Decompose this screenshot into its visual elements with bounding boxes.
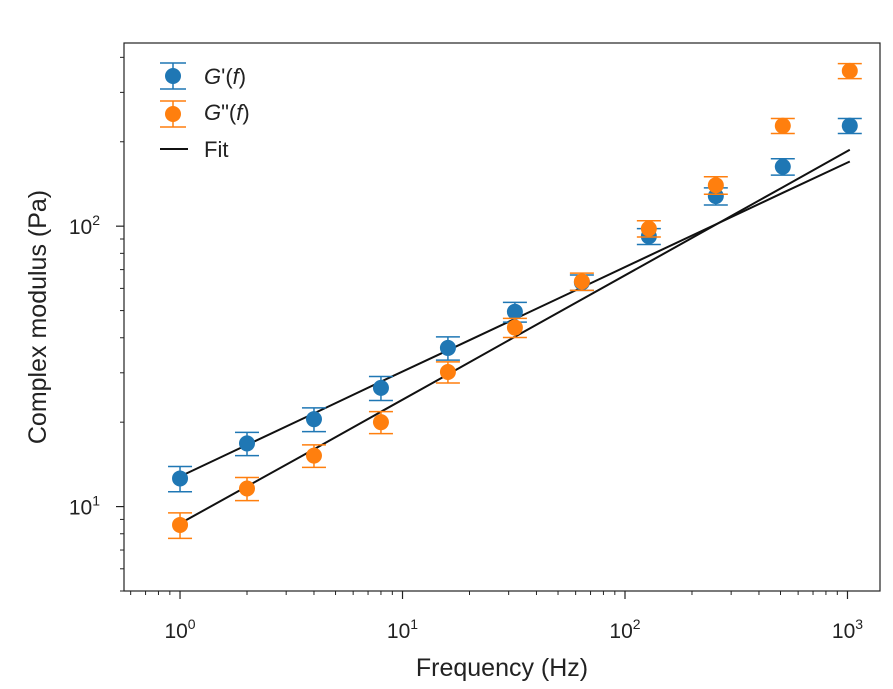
legend-marker-g-prime [165, 68, 181, 84]
data-point-g-prime [435, 336, 460, 361]
marker-g-double-prime [707, 177, 724, 194]
marker-g-double-prime [640, 220, 657, 237]
y-tick-label: 101 [69, 493, 100, 520]
data-point-g-prime [168, 465, 193, 493]
data-point-g-double-prime [368, 410, 393, 435]
plot-frame [123, 42, 881, 592]
data-point-g-prime [301, 407, 326, 433]
data-point-g-prime [235, 431, 260, 457]
legend-marker-g-double-prime [165, 106, 181, 122]
data-point-g-double-prime [168, 512, 193, 540]
data-point-g-double-prime [435, 361, 460, 384]
axis-ticks: 100 101 102 103 101 102 [69, 56, 863, 643]
marker-g-double-prime [841, 62, 858, 79]
data-point-g-double-prime [301, 444, 326, 469]
data-point-g-double-prime [770, 117, 795, 135]
y-tick-label: 102 [69, 212, 100, 239]
data-point-g-prime [368, 375, 393, 402]
legend-item-fit: Fit [160, 137, 228, 162]
marker-g-prime [774, 158, 791, 175]
marker-g-prime [172, 470, 189, 487]
data-point-g-double-prime [502, 317, 527, 339]
data-point-g-double-prime [703, 176, 728, 195]
legend-label-g-prime: G'(f) [204, 64, 246, 89]
marker-g-prime [372, 379, 389, 396]
x-tick-label: 102 [609, 616, 640, 643]
legend-label-fit: Fit [204, 137, 228, 162]
y-axis-label: Complex modulus (Pa) [24, 190, 52, 444]
marker-g-prime [506, 303, 523, 320]
legend-item-g-prime: G'(f) [160, 62, 246, 90]
marker-g-prime [439, 339, 456, 356]
marker-g-double-prime [439, 363, 456, 380]
data-point-g-prime [837, 117, 862, 135]
marker-g-double-prime [239, 480, 256, 497]
data-points [168, 62, 862, 540]
marker-g-prime [841, 117, 858, 134]
marker-g-prime [305, 411, 322, 428]
data-point-g-double-prime [636, 220, 661, 238]
legend-label-g-double-prime: G"(f) [204, 100, 250, 125]
x-tick-label: 101 [387, 616, 418, 643]
data-point-g-double-prime [837, 62, 862, 80]
data-point-g-double-prime [569, 272, 594, 292]
marker-g-double-prime [305, 447, 322, 464]
marker-g-double-prime [573, 273, 590, 290]
x-tick-label: 100 [164, 616, 195, 643]
legend-item-g-double-prime: G"(f) [160, 100, 250, 128]
marker-g-double-prime [372, 414, 389, 431]
data-point-g-double-prime [235, 476, 260, 502]
marker-g-double-prime [172, 516, 189, 533]
marker-g-prime [239, 435, 256, 452]
data-point-g-prime [770, 157, 795, 176]
x-axis-label: Frequency (Hz) [416, 654, 588, 682]
x-tick-label: 103 [832, 616, 863, 643]
marker-g-double-prime [506, 319, 523, 336]
marker-g-double-prime [774, 117, 791, 134]
legend: G'(f) G"(f) Fit [160, 62, 250, 162]
